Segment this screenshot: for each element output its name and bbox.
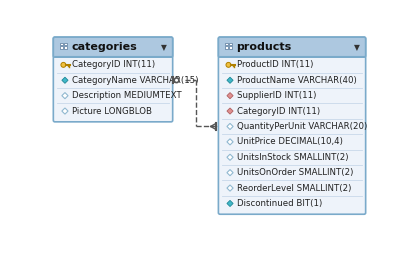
Polygon shape xyxy=(227,170,233,176)
Text: Picture LONGBLOB: Picture LONGBLOB xyxy=(72,107,152,115)
Bar xyxy=(60,43,63,45)
Text: ProductID INT(11): ProductID INT(11) xyxy=(237,60,313,69)
Text: Discontinued BIT(1): Discontinued BIT(1) xyxy=(237,199,322,208)
Text: Description MEDIUMTEXT: Description MEDIUMTEXT xyxy=(72,91,182,100)
Text: ProductName VARCHAR(40): ProductName VARCHAR(40) xyxy=(237,76,357,85)
FancyBboxPatch shape xyxy=(218,37,366,214)
Text: QuantityPerUnit VARCHAR(20): QuantityPerUnit VARCHAR(20) xyxy=(237,122,367,131)
Circle shape xyxy=(174,78,179,83)
Bar xyxy=(64,43,67,45)
Text: UnitsInStock SMALLINT(2): UnitsInStock SMALLINT(2) xyxy=(237,153,348,162)
Polygon shape xyxy=(227,185,233,191)
Text: CategoryID INT(11): CategoryID INT(11) xyxy=(72,60,155,69)
Bar xyxy=(60,46,63,49)
Polygon shape xyxy=(62,108,68,114)
Text: UnitsOnOrder SMALLINT(2): UnitsOnOrder SMALLINT(2) xyxy=(237,168,353,177)
Bar xyxy=(225,43,228,45)
FancyBboxPatch shape xyxy=(218,37,366,57)
Polygon shape xyxy=(227,154,233,160)
Text: categories: categories xyxy=(71,42,137,52)
Text: UnitPrice DECIMAL(10,4): UnitPrice DECIMAL(10,4) xyxy=(237,137,343,146)
Polygon shape xyxy=(227,93,233,99)
Bar xyxy=(229,46,232,49)
FancyBboxPatch shape xyxy=(53,37,173,122)
FancyBboxPatch shape xyxy=(53,37,173,57)
Polygon shape xyxy=(62,77,68,83)
Text: products: products xyxy=(236,42,291,52)
Circle shape xyxy=(226,62,231,67)
Polygon shape xyxy=(227,200,233,207)
Text: CategoryID INT(11): CategoryID INT(11) xyxy=(237,107,320,115)
Polygon shape xyxy=(227,139,233,145)
Text: ▼: ▼ xyxy=(354,43,360,52)
Bar xyxy=(225,46,228,49)
Bar xyxy=(229,43,232,45)
Polygon shape xyxy=(227,77,233,83)
Polygon shape xyxy=(227,123,233,130)
Circle shape xyxy=(61,62,66,67)
Polygon shape xyxy=(227,108,233,114)
Text: SupplierID INT(11): SupplierID INT(11) xyxy=(237,91,316,100)
Text: ReorderLevel SMALLINT(2): ReorderLevel SMALLINT(2) xyxy=(237,183,351,193)
Text: ▼: ▼ xyxy=(161,43,167,52)
Polygon shape xyxy=(62,93,68,99)
Text: CategoryName VARCHAR(15): CategoryName VARCHAR(15) xyxy=(72,76,198,85)
Bar xyxy=(64,46,67,49)
